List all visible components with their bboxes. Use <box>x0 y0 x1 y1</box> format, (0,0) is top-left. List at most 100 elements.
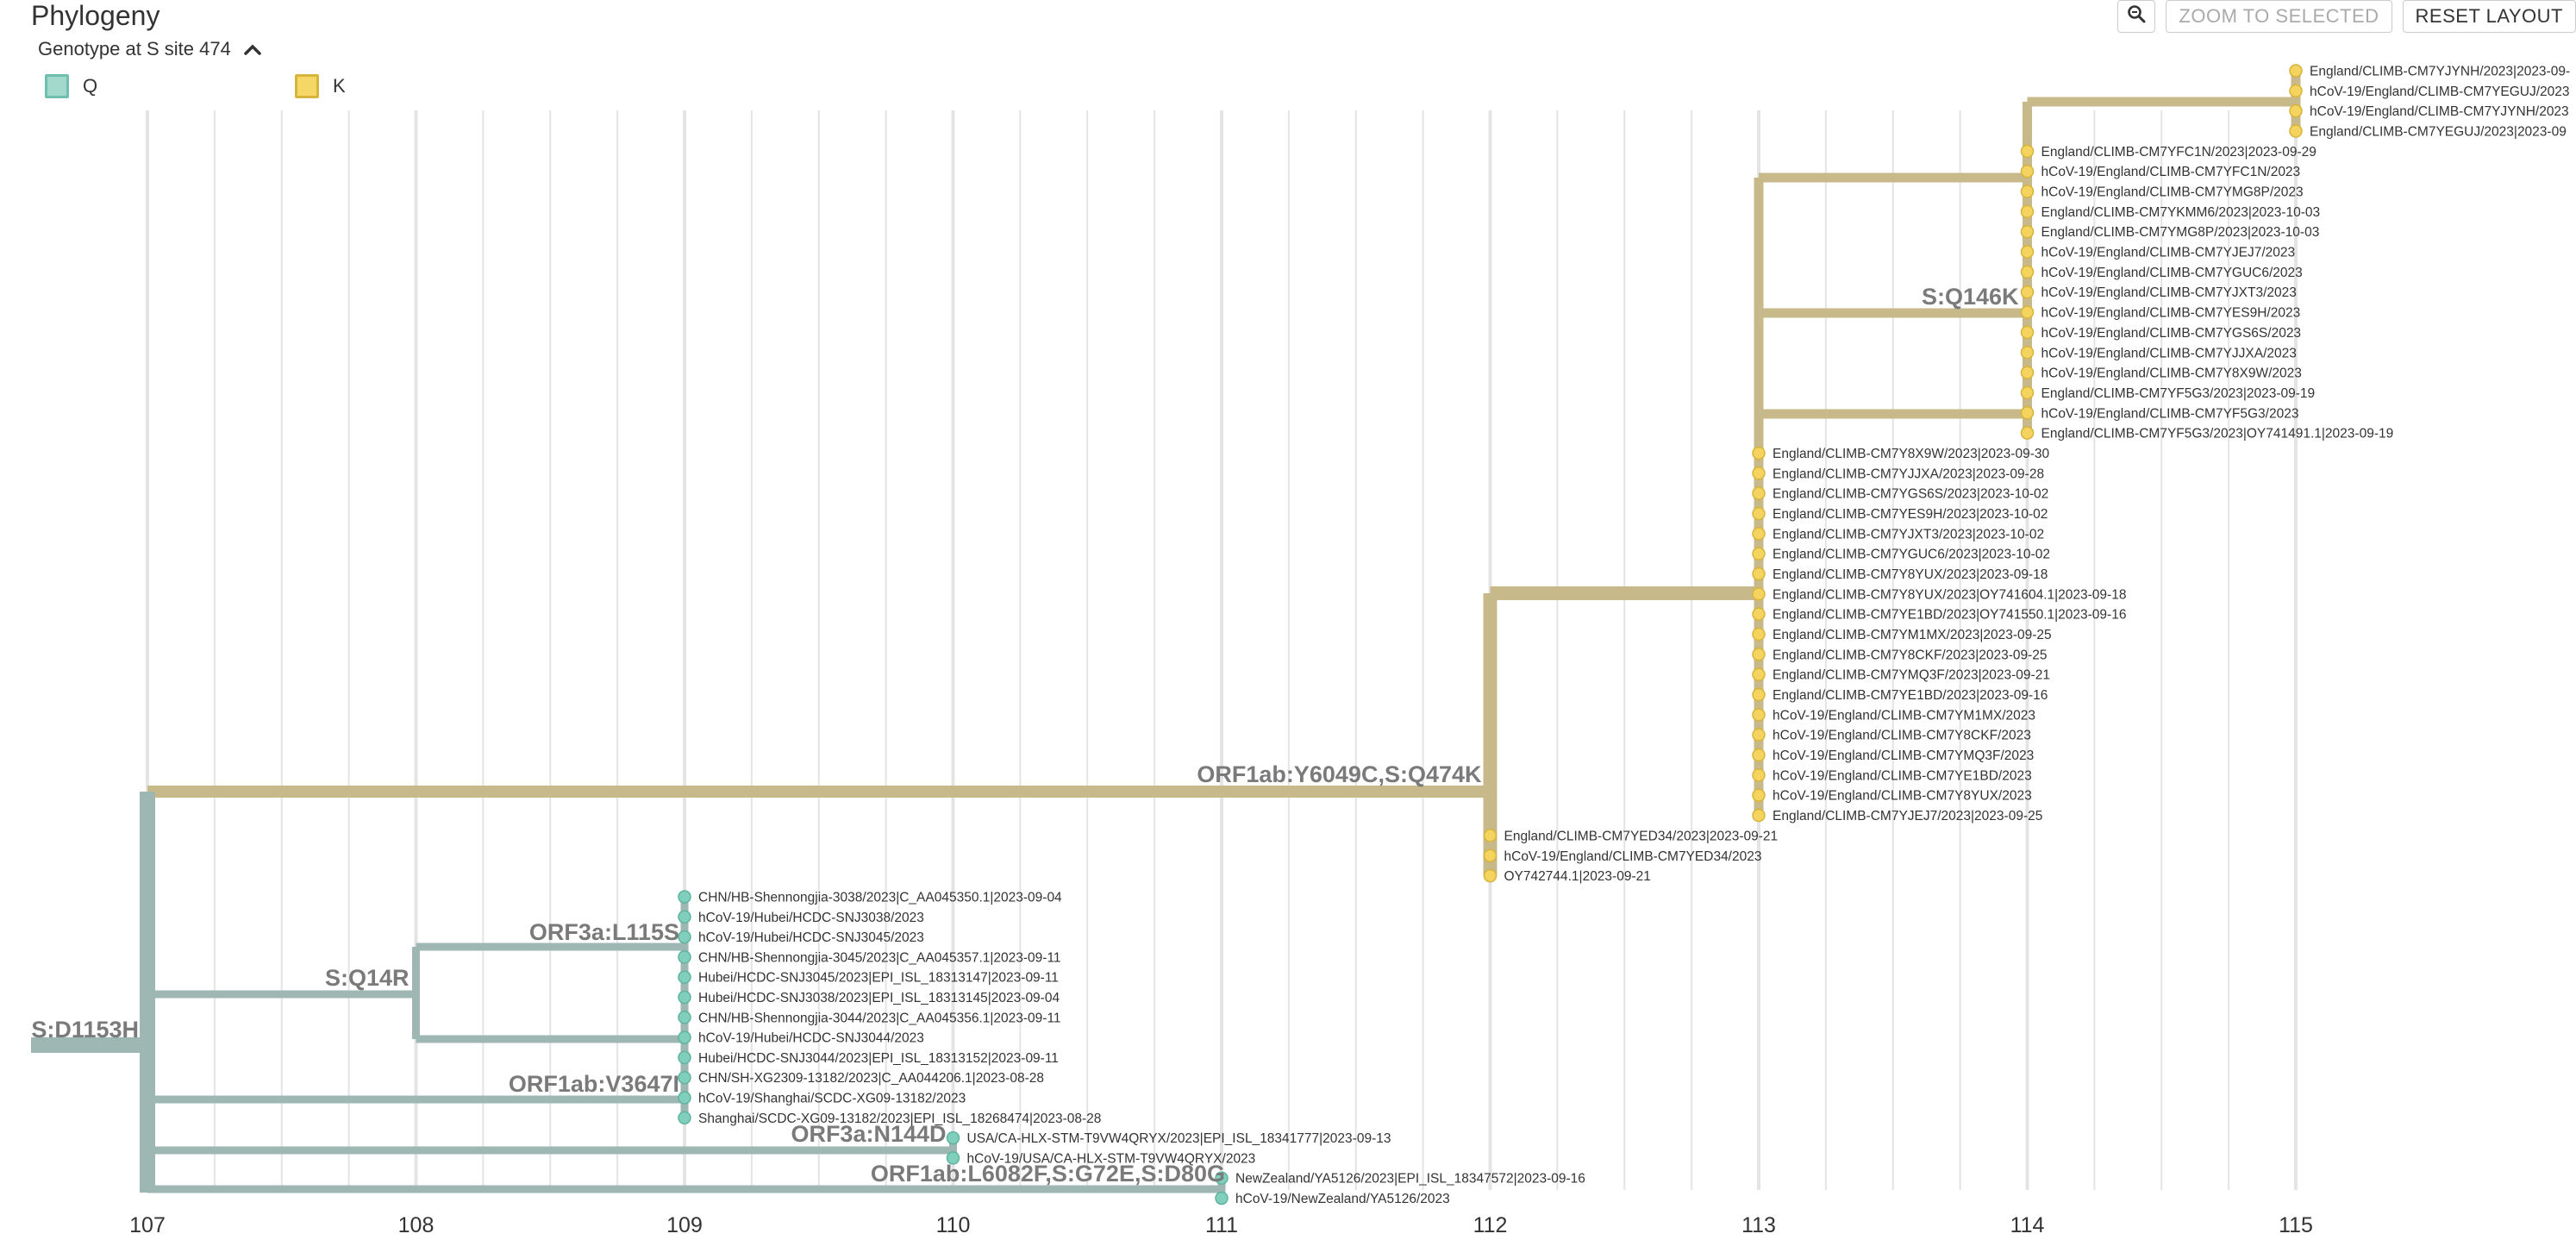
k-tip <box>2289 84 2303 98</box>
k-tip <box>1752 748 1766 762</box>
tip-label: CHN/HB-Shennongjia-3045/2023|C_AA045357.… <box>698 950 1061 965</box>
k-tip <box>2020 224 2035 239</box>
k-tip <box>1752 788 1766 802</box>
q-tip <box>678 1070 691 1085</box>
tip-label: CHN/SH-XG2309-13182/2023|C_AA044206.1|20… <box>698 1071 1044 1086</box>
tip-label: England/CLIMB-CM7YMQ3F/2023|2023-09-21 <box>1773 668 2050 683</box>
q-tip <box>678 1111 691 1125</box>
tip-label: CHN/HB-Shennongjia-3038/2023|C_AA045350.… <box>698 891 1062 905</box>
k-tip <box>2020 426 2035 440</box>
tip-label: Hubei/HCDC-SNJ3044/2023|EPI_ISL_18313152… <box>698 1051 1059 1066</box>
tip-label: England/CLIMB-CM7YE1BD/2023|2023-09-16 <box>1773 688 2048 703</box>
tip-label: hCoV-19/England/CLIMB-CM7YJXT3/2023 <box>2041 285 2297 300</box>
legend-item-q[interactable]: Q <box>45 74 97 98</box>
k-tip <box>2289 64 2303 78</box>
k-tip <box>2020 245 2035 259</box>
mutation-label: ORF1ab:Y6049C,S:Q474K <box>1197 761 1482 787</box>
tip-label: England/CLIMB-CM7YF5G3/2023|2023-09-19 <box>2041 386 2316 401</box>
k-tip <box>2020 144 2035 159</box>
mutation-label: S:D1153H <box>31 1017 139 1043</box>
axis-tick-label: 109 <box>666 1213 703 1237</box>
axis-tick-label: 113 <box>1741 1213 1776 1237</box>
q-tip <box>678 1091 691 1105</box>
k-tip <box>1752 486 1766 500</box>
tip-label: hCoV-19/England/CLIMB-CM7YJJXA/2023 <box>2041 346 2297 360</box>
reset-layout-button[interactable]: RESET LAYOUT <box>2402 0 2576 33</box>
tip-label: England/CLIMB-CM7Y8YUX/2023|OY741604.1|2… <box>1773 587 2126 602</box>
axis-tick-label: 111 <box>1205 1213 1238 1237</box>
color-by-toggle[interactable]: Genotype at S site 474 <box>38 38 262 60</box>
tip-label: England/CLIMB-CM7Y8CKF/2023|2023-09-25 <box>1773 648 2048 662</box>
tip-label: hCoV-19/England/CLIMB-CM7Y8YUX/2023 <box>1773 789 2032 804</box>
k-tip <box>1752 587 1766 601</box>
k-tip <box>2020 164 2035 178</box>
tip-label: hCoV-19/England/CLIMB-CM7YJEJ7/2023 <box>2041 246 2296 260</box>
axis-tick-label: 108 <box>398 1213 435 1237</box>
q-tip <box>678 1030 691 1044</box>
k-tip <box>1483 868 1497 883</box>
tip-label: hCoV-19/England/CLIMB-CM7Y8CKF/2023 <box>1773 729 2031 743</box>
k-tip <box>2020 406 2035 420</box>
legend-swatch-q <box>45 74 69 98</box>
k-tip <box>1752 467 1766 480</box>
q-tip <box>678 990 691 1005</box>
chevron-up-icon[interactable] <box>243 42 262 59</box>
tip-label: hCoV-19/England/CLIMB-CM7YM1MX/2023 <box>1773 708 2035 723</box>
k-tip <box>2020 305 2035 319</box>
tip-label: England/CLIMB-CM7YES9H/2023|2023-10-02 <box>1773 507 2048 522</box>
tip-label: England/CLIMB-CM7YKMM6/2023|2023-10-03 <box>2041 205 2321 220</box>
tip-label: hCoV-19/England/CLIMB-CM7YFC1N/2023 <box>2041 165 2301 179</box>
tree-tips: England/CLIMB-CM7YED34/2023|2023-09-21 hC… <box>678 64 2570 1206</box>
tip-label: hCoV-19/Hubei/HCDC-SNJ3044/2023 <box>698 1031 924 1046</box>
tip-label: hCoV-19/England/CLIMB-CM7YE1BD/2023 <box>1773 768 2032 783</box>
k-tip <box>2020 366 2035 379</box>
tip-label: England/CLIMB-CM7YJJXA/2023|2023-09-28 <box>1773 467 2044 481</box>
k-tip <box>2020 185 2035 198</box>
k-tip <box>1752 607 1766 621</box>
tip-label: England/CLIMB-CM7Y8X9W/2023|2023-09-30 <box>1773 447 2049 461</box>
tip-label: England/CLIMB-CM7YGS6S/2023|2023-10-02 <box>1773 487 2048 502</box>
tip-label: hCoV-19/England/CLIMB-CM7YGS6S/2023 <box>2041 326 2302 341</box>
axis-tick-label: 110 <box>936 1213 971 1237</box>
k-tip <box>1752 648 1766 661</box>
tip-label: England/CLIMB-CM7YFC1N/2023|2023-09-29 <box>2041 145 2317 160</box>
tip-label: hCoV-19/NewZealand/YA5126/2023 <box>1235 1192 1450 1206</box>
color-by-label: Genotype at S site 474 <box>38 38 231 59</box>
axis-tick-label: 115 <box>2279 1213 2313 1237</box>
k-tip <box>2020 204 2035 219</box>
zoom-button[interactable] <box>2117 0 2156 33</box>
k-tip <box>1752 627 1766 642</box>
tip-label: hCoV-19/England/CLIMB-CM7Y8X9W/2023 <box>2041 366 2302 381</box>
k-tip <box>1752 768 1766 782</box>
tip-label: hCoV-19/Hubei/HCDC-SNJ3038/2023 <box>698 911 924 925</box>
tip-label: hCoV-19/Hubei/HCDC-SNJ3045/2023 <box>698 930 924 945</box>
q-tip <box>678 1050 691 1065</box>
tip-label: OY742744.1|2023-09-21 <box>1504 869 1651 884</box>
k-tip <box>1752 567 1766 581</box>
zoom-to-selected-button[interactable]: ZOOM TO SELECTED <box>2166 0 2392 33</box>
tip-label: England/CLIMB-CM7YJEJ7/2023|2023-09-25 <box>1773 809 2042 824</box>
tip-label: England/CLIMB-CM7YEGUJ/2023|2023-09 <box>2310 125 2567 140</box>
tip-label: England/CLIMB-CM7YJYNH/2023|2023-09- <box>2310 65 2570 79</box>
k-tip <box>2020 385 2035 400</box>
q-tip <box>678 970 691 984</box>
magnifier-icon <box>2126 3 2147 29</box>
k-tip <box>1752 687 1766 702</box>
q-tip <box>678 930 691 944</box>
k-tip <box>1752 547 1766 561</box>
tip-label: hCoV-19/England/CLIMB-CM7YMG8P/2023 <box>2041 185 2304 200</box>
mutation-label: ORF3a:N144D <box>791 1121 946 1147</box>
k-tip <box>1483 829 1497 842</box>
tip-label: CHN/HB-Shennongjia-3044/2023|C_AA045356.… <box>698 1011 1061 1025</box>
mutation-label: ORF3a:L115S <box>529 919 679 945</box>
mutation-label: ORF1ab:V3647I <box>509 1071 679 1097</box>
tip-label: England/CLIMB-CM7YGUC6/2023|2023-10-02 <box>1773 548 2050 562</box>
mutation-label: S:Q14R <box>325 965 410 991</box>
tip-label: NewZealand/YA5126/2023|EPI_ISL_18347572|… <box>1235 1172 1585 1187</box>
legend-item-k[interactable]: K <box>295 74 346 98</box>
panel-title: Phylogeny <box>31 0 160 31</box>
q-tip <box>946 1151 960 1165</box>
k-tip <box>2020 346 2035 360</box>
k-tip <box>2289 103 2303 118</box>
